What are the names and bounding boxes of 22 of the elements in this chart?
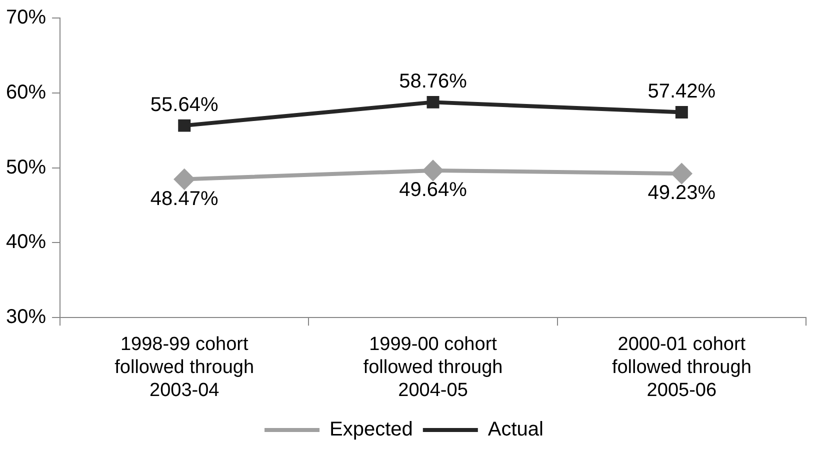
y-tick-label: 40% [6, 231, 46, 254]
y-tick-label: 70% [6, 6, 46, 29]
data-label: 57.42% [648, 80, 716, 103]
data-label: 55.64% [150, 94, 218, 116]
x-tick-label: 2000-01 cohort followed through 2005-06 [612, 334, 752, 401]
y-tick-label: 60% [6, 81, 46, 104]
x-tick-label: 1998-99 cohort followed through 2003-04 [114, 334, 254, 401]
data-label: 49.23% [648, 182, 716, 204]
point [174, 169, 194, 190]
data-label: 48.47% [150, 188, 218, 210]
point [178, 119, 191, 132]
legend-label: Expected [330, 418, 413, 441]
y-tick-label: 30% [6, 306, 46, 328]
y-tick-label: 50% [6, 156, 46, 178]
point [423, 160, 444, 180]
point [426, 96, 440, 108]
x-tick-label: 1999-00 cohort followed through 2004-05 [363, 334, 503, 401]
legend-label: Actual [488, 418, 544, 441]
point [675, 106, 688, 118]
data-label: 58.76% [399, 70, 468, 93]
point [672, 164, 692, 184]
data-label: 49.64% [399, 179, 468, 202]
